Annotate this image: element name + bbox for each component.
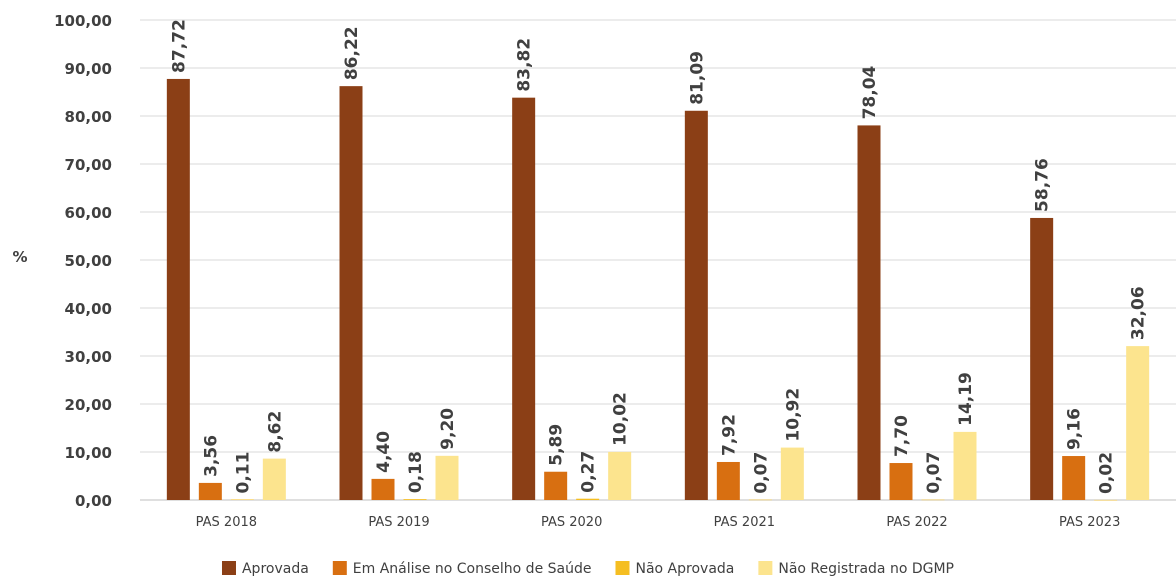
x-category-label: PAS 2019 <box>368 515 429 530</box>
bar <box>857 125 881 501</box>
bar <box>166 78 190 500</box>
bar <box>921 499 945 501</box>
legend-swatch <box>758 561 773 575</box>
data-label: 4,40 <box>374 431 394 473</box>
bars <box>166 78 1150 501</box>
bar <box>339 86 363 501</box>
legend-swatch <box>615 561 630 575</box>
bar <box>608 451 632 500</box>
y-tick-label: 0,00 <box>75 492 112 510</box>
bar <box>1030 217 1054 500</box>
data-label: 5,89 <box>547 424 567 466</box>
data-label: 0,02 <box>1097 452 1117 494</box>
data-label: 14,19 <box>956 372 976 426</box>
legend-swatch <box>332 561 347 575</box>
data-label: 0,11 <box>233 452 253 494</box>
data-label: 58,76 <box>1033 158 1053 212</box>
data-label: 32,06 <box>1129 286 1149 340</box>
y-tick-label: 80,00 <box>65 108 112 126</box>
data-label: 87,72 <box>169 19 189 73</box>
data-label: 81,09 <box>687 51 707 105</box>
x-category-label: PAS 2020 <box>541 515 602 530</box>
y-tick-label: 70,00 <box>65 156 112 174</box>
data-label: 10,02 <box>611 392 631 446</box>
bar <box>684 110 708 500</box>
y-tick-label: 30,00 <box>65 348 112 366</box>
data-label: 83,82 <box>515 38 535 92</box>
bar <box>403 499 427 500</box>
bar <box>748 499 772 501</box>
y-tick-label: 10,00 <box>65 444 112 462</box>
bar <box>780 447 804 500</box>
data-label: 8,62 <box>265 411 285 453</box>
legend-label: Não Aprovada <box>635 561 734 577</box>
x-axis-categories: PAS 2018 PAS 2019 PAS 2020 PAS 2021 PAS 2022… <box>196 515 1121 530</box>
data-label: 9,16 <box>1065 408 1085 450</box>
data-label: 0,07 <box>751 452 771 494</box>
data-label: 0,07 <box>924 452 944 494</box>
data-label: 9,20 <box>438 408 458 450</box>
bar <box>716 461 740 500</box>
legend-label: Aprovada <box>242 561 309 577</box>
x-category-label: PAS 2018 <box>196 515 257 530</box>
data-label: 7,70 <box>892 415 912 457</box>
y-tick-label: 60,00 <box>65 204 112 222</box>
bar <box>1126 346 1150 500</box>
legend: Aprovada Em Análise no Conselho de Saúde N… <box>221 561 954 577</box>
legend-swatch <box>221 561 236 575</box>
data-label: 86,22 <box>342 26 362 80</box>
y-tick-label: 100,00 <box>54 12 112 30</box>
bar <box>512 97 536 500</box>
y-tick-label: 40,00 <box>65 300 112 318</box>
y-axis-ticks: 0,00 10,00 20,00 30,00 40,00 50,00 60,00 70,00 8… <box>54 12 112 510</box>
bar <box>1094 499 1118 501</box>
bar <box>371 478 395 500</box>
data-label: 78,04 <box>860 65 880 119</box>
x-category-label: PAS 2023 <box>1059 515 1120 530</box>
bar <box>889 463 913 500</box>
gridlines <box>140 19 1176 501</box>
y-tick-label: 50,00 <box>65 252 112 270</box>
bar <box>953 431 977 500</box>
data-label: 3,56 <box>201 435 221 477</box>
y-axis-label: % <box>12 248 27 266</box>
bar <box>544 471 568 500</box>
data-label: 0,27 <box>579 451 599 493</box>
bar <box>230 499 254 500</box>
bar <box>576 498 600 500</box>
x-category-label: PAS 2022 <box>886 515 947 530</box>
legend-label: Não Registrada no DGMP <box>778 561 954 577</box>
x-category-label: PAS 2021 <box>714 515 775 530</box>
y-tick-label: 20,00 <box>65 396 112 414</box>
legend-label: Em Análise no Conselho de Saúde <box>353 561 592 577</box>
bar <box>1062 456 1086 500</box>
bar <box>262 458 286 500</box>
data-labels: 87,72 3,56 0,11 8,62 86,22 4,40 0,18 9,20 83,82 5… <box>169 19 1148 494</box>
data-label: 7,92 <box>719 414 739 456</box>
y-tick-label: 90,00 <box>65 60 112 78</box>
data-label: 0,18 <box>406 451 426 493</box>
bar <box>435 455 459 500</box>
bar <box>198 482 222 500</box>
data-label: 10,92 <box>783 388 803 442</box>
